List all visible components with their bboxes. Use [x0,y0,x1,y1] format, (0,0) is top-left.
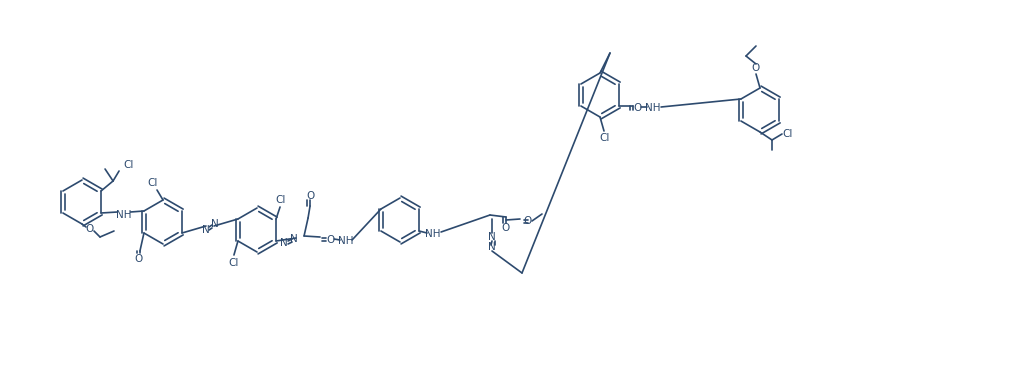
Text: N: N [488,242,496,252]
Text: N: N [290,234,298,244]
Text: O: O [633,103,641,113]
Text: NH: NH [339,236,354,246]
Text: O: O [85,224,95,234]
Text: Cl: Cl [229,258,239,268]
Text: O: O [524,216,532,226]
Text: Cl: Cl [147,178,159,188]
Text: N: N [212,219,219,229]
Text: NH: NH [646,103,661,113]
Text: NH: NH [425,229,440,239]
Text: O: O [325,235,335,245]
Text: NH: NH [116,210,131,220]
Text: Cl: Cl [783,129,793,139]
Text: O: O [752,63,760,73]
Text: N: N [202,225,210,235]
Text: O: O [135,254,143,264]
Text: O: O [306,191,314,201]
Text: N: N [280,238,288,248]
Text: N: N [488,232,496,242]
Text: Cl: Cl [123,160,133,170]
Text: Cl: Cl [600,133,610,143]
Text: O: O [501,223,510,233]
Text: Cl: Cl [276,195,286,205]
